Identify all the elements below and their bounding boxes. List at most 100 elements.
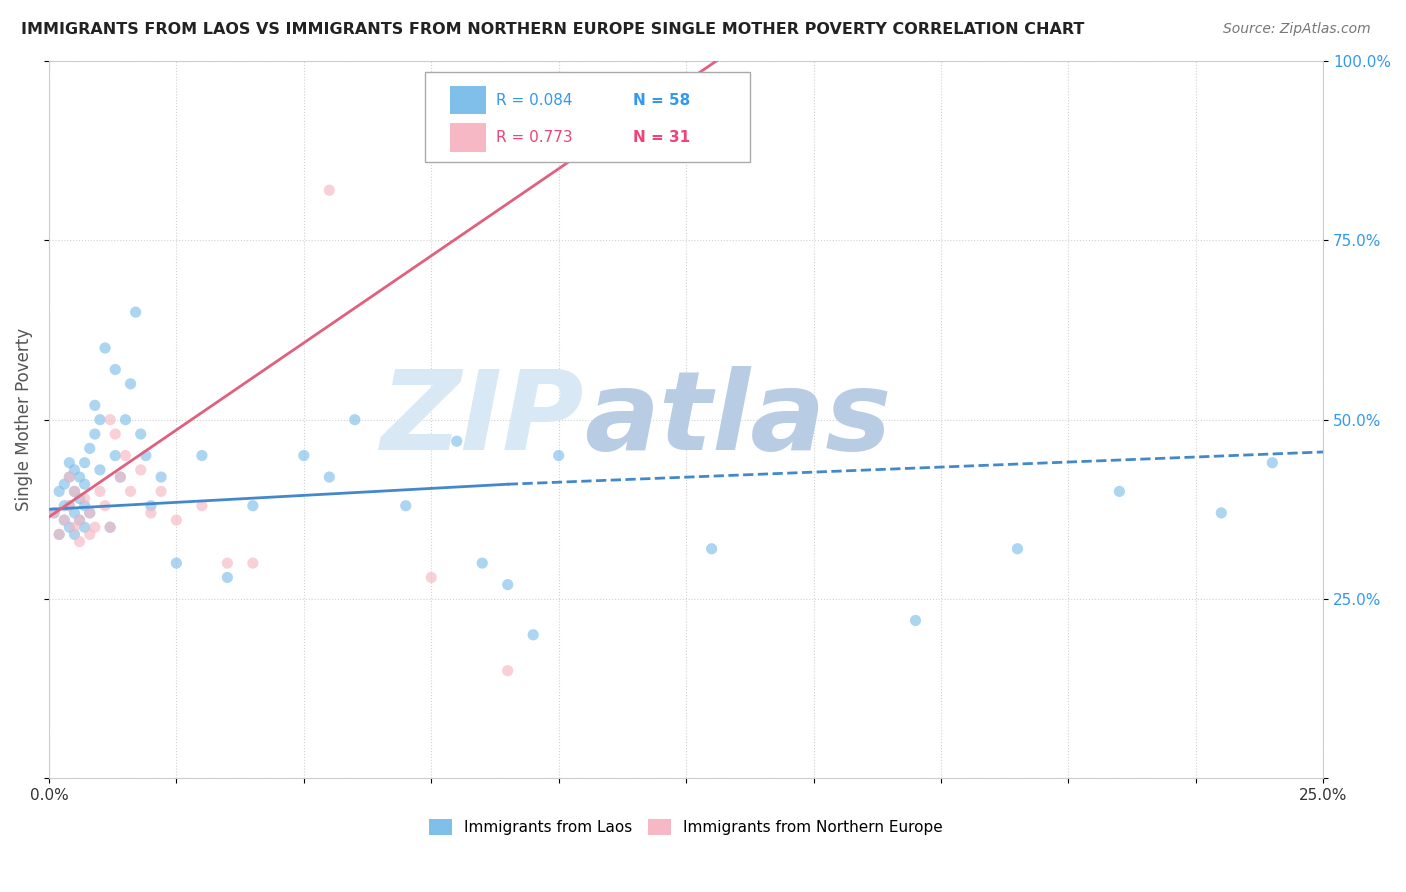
Point (471, 556, 494, 570)
Point (496, 664, 519, 678)
Point (547, 449, 569, 463)
Point (98, 520, 121, 534)
Point (522, 628, 544, 642)
Point (58, 470, 80, 484)
Point (69, 513, 91, 527)
Point (343, 412, 366, 426)
Point (63, 527, 86, 541)
Point (191, 449, 214, 463)
Point (58, 470, 80, 484)
Point (89, 412, 111, 426)
Point (104, 427, 127, 442)
Point (79, 506, 101, 520)
Point (420, 570, 443, 584)
Point (129, 463, 152, 477)
FancyBboxPatch shape (425, 72, 749, 161)
Point (104, 362, 127, 376)
Point (165, 556, 187, 570)
Point (48, 527, 70, 541)
Point (904, 614, 927, 628)
Point (242, 556, 264, 570)
Point (217, 556, 239, 570)
Point (165, 513, 187, 527)
Point (89, 463, 111, 477)
Point (292, 449, 315, 463)
Text: R = 0.773: R = 0.773 (496, 130, 572, 145)
Point (63, 520, 86, 534)
Point (217, 570, 239, 584)
Point (446, 434, 468, 449)
Point (79, 506, 101, 520)
Point (1108, 484, 1130, 499)
Point (69, 534, 91, 549)
Point (73, 491, 96, 506)
Point (53, 499, 76, 513)
Y-axis label: Single Mother Poverty: Single Mother Poverty (15, 328, 32, 511)
Point (63, 463, 86, 477)
Point (114, 449, 136, 463)
Point (318, 470, 340, 484)
Text: ZIP: ZIP (381, 367, 583, 473)
Point (395, 499, 418, 513)
Point (83, 520, 105, 534)
Point (42, 506, 65, 520)
Point (98, 412, 121, 426)
Point (110, 470, 132, 484)
Point (48, 527, 70, 541)
Point (700, 541, 723, 556)
Text: atlas: atlas (583, 367, 891, 473)
Text: N = 31: N = 31 (633, 130, 690, 145)
Point (89, 484, 111, 499)
Point (58, 499, 80, 513)
Point (58, 456, 80, 470)
Point (63, 484, 86, 499)
Text: R = 0.084: R = 0.084 (496, 93, 572, 108)
Text: Source: ZipAtlas.com: Source: ZipAtlas.com (1223, 22, 1371, 37)
Point (48, 484, 70, 499)
Point (94, 499, 117, 513)
Bar (450, 123, 486, 153)
Point (69, 513, 91, 527)
Point (53, 513, 76, 527)
Text: N = 58: N = 58 (633, 93, 690, 108)
Point (98, 520, 121, 534)
Point (73, 477, 96, 491)
Point (42, 506, 65, 520)
Point (496, 577, 519, 591)
Point (1007, 541, 1029, 556)
Point (73, 520, 96, 534)
Point (1261, 456, 1284, 470)
Point (63, 506, 86, 520)
Point (139, 506, 162, 520)
Point (150, 470, 173, 484)
Point (53, 513, 76, 527)
Point (79, 527, 101, 541)
Point (69, 491, 91, 506)
Point (150, 484, 173, 499)
Point (94, 341, 117, 355)
Point (69, 470, 91, 484)
Point (124, 305, 146, 319)
Point (58, 499, 80, 513)
Point (139, 499, 162, 513)
Point (73, 456, 96, 470)
Bar (450, 86, 486, 114)
Legend: Immigrants from Laos, Immigrants from Northern Europe: Immigrants from Laos, Immigrants from No… (429, 819, 943, 835)
Point (114, 412, 136, 426)
Point (63, 484, 86, 499)
Point (73, 499, 96, 513)
Point (135, 449, 157, 463)
Point (83, 427, 105, 442)
Point (120, 484, 142, 499)
Point (58, 520, 80, 534)
Point (129, 427, 152, 442)
Point (53, 477, 76, 491)
Point (79, 442, 101, 456)
Point (1211, 506, 1233, 520)
Point (83, 398, 105, 412)
Text: IMMIGRANTS FROM LAOS VS IMMIGRANTS FROM NORTHERN EUROPE SINGLE MOTHER POVERTY CO: IMMIGRANTS FROM LAOS VS IMMIGRANTS FROM … (21, 22, 1084, 37)
Point (104, 449, 127, 463)
Point (191, 499, 214, 513)
Point (120, 376, 142, 391)
Point (242, 499, 264, 513)
